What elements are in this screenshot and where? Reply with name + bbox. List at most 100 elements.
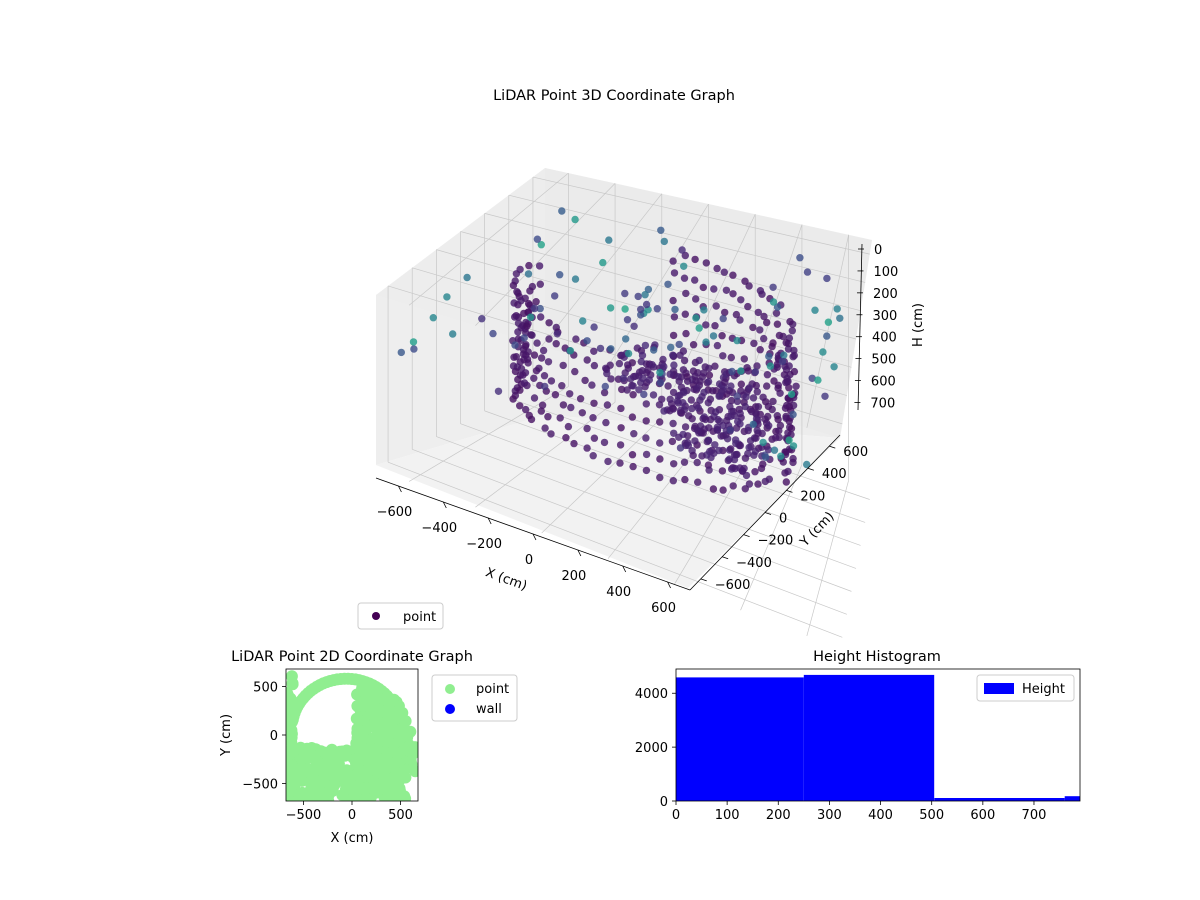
data-point-2d	[312, 757, 325, 770]
data-point-3d	[559, 401, 568, 409]
x-tick-label-3d: 200	[561, 569, 586, 584]
data-point-3d	[516, 386, 524, 394]
data-point-3d	[769, 283, 777, 291]
data-point-3d	[753, 426, 761, 435]
data-point-3d	[623, 316, 632, 324]
data-point-3d	[666, 395, 674, 403]
y-tick-label-3d: −400	[736, 556, 772, 571]
data-point-3d	[836, 314, 844, 322]
data-point-3d	[590, 434, 599, 442]
legend-3d-frame	[357, 602, 444, 630]
data-point-3d	[704, 399, 712, 407]
data-point-2d	[360, 770, 373, 783]
data-point-3d	[590, 323, 598, 331]
data-point-3d	[688, 415, 696, 423]
data-point-3d	[679, 347, 688, 355]
data-point-3d	[511, 341, 519, 349]
data-point-3d	[704, 377, 713, 386]
data-point-3d	[463, 273, 471, 282]
histogram-title: Height Histogram	[813, 649, 941, 665]
data-point-3d	[525, 261, 533, 270]
data-point-3d	[410, 345, 418, 353]
legend-3d-label: point	[403, 610, 436, 625]
data-point-3d	[537, 407, 545, 415]
data-point-3d	[732, 424, 741, 432]
data-point-3d	[429, 314, 437, 322]
data-point-3d	[677, 383, 686, 391]
data-point-3d	[680, 356, 689, 365]
data-point-3d	[596, 344, 605, 353]
data-point-3d	[814, 376, 822, 384]
data-point-3d	[539, 346, 548, 355]
data-point-3d	[833, 305, 841, 313]
data-point-3d	[780, 351, 788, 359]
data-point-3d	[765, 475, 773, 483]
data-point-3d	[731, 436, 740, 444]
data-point-3d	[583, 444, 591, 452]
data-point-3d	[637, 311, 645, 319]
y-tick-label-hist: 4000	[635, 687, 668, 702]
data-point-3d	[741, 454, 750, 462]
data-point-3d	[733, 336, 741, 345]
data-point-3d	[527, 415, 536, 424]
data-point-3d	[519, 371, 527, 379]
data-point-3d	[675, 433, 683, 441]
data-point-3d	[618, 385, 626, 394]
data-point-3d	[679, 366, 688, 374]
data-point-3d	[541, 382, 549, 391]
data-point-3d	[693, 426, 702, 434]
data-point-3d	[727, 382, 735, 390]
data-point-3d	[669, 257, 677, 265]
data-point-3d	[712, 302, 720, 310]
data-point-3d	[540, 372, 549, 380]
data-point-3d	[530, 351, 539, 359]
data-point-3d	[547, 430, 555, 438]
data-point-3d	[682, 289, 690, 298]
data-point-2d	[371, 732, 384, 745]
data-point-3d	[699, 283, 707, 292]
data-point-3d	[749, 420, 757, 428]
data-point-3d	[741, 277, 749, 285]
x-tick-label-2d: 500	[388, 808, 413, 823]
data-point-3d	[729, 271, 737, 279]
data-point-3d	[713, 341, 722, 350]
data-point-3d	[669, 351, 677, 359]
data-point-3d	[733, 397, 742, 406]
data-point-3d	[537, 241, 545, 249]
data-point-3d	[680, 274, 689, 282]
data-point-3d	[737, 367, 745, 375]
data-point-3d	[753, 388, 761, 396]
data-point-3d	[524, 348, 532, 356]
data-point-3d	[777, 452, 785, 460]
data-point-3d	[752, 434, 760, 442]
data-point-3d	[719, 486, 727, 494]
y-tick-label-2d: 0	[270, 729, 278, 744]
x-tick-label-hist: 500	[919, 808, 944, 823]
data-point-2d	[353, 734, 366, 747]
chart-3d-title: LiDAR Point 3D Coordinate Graph	[493, 88, 735, 104]
data-point-3d	[702, 338, 710, 346]
data-point-3d	[656, 455, 664, 463]
data-point-3d	[785, 436, 793, 444]
data-point-3d	[705, 364, 713, 372]
data-point-3d	[710, 285, 718, 293]
data-point-3d	[772, 309, 781, 317]
x-tick-label-hist: 700	[1022, 808, 1047, 823]
data-point-3d	[521, 342, 530, 350]
data-point-3d	[624, 361, 632, 369]
data-point-3d	[789, 410, 797, 419]
x-tick-label-3d: −200	[466, 537, 502, 552]
data-point-3d	[637, 305, 645, 314]
x-tick-label-hist: 200	[766, 808, 791, 823]
data-point-3d	[763, 318, 771, 327]
data-point-3d	[660, 407, 668, 415]
z-tick-label-3d: 600	[871, 375, 896, 390]
x-tick-label-hist: 100	[715, 808, 740, 823]
data-point-3d	[722, 416, 731, 425]
data-point-3d	[687, 396, 695, 404]
data-point-2d	[319, 769, 332, 782]
x-tick-label-hist: 600	[970, 808, 995, 823]
data-point-3d	[691, 276, 699, 284]
data-point-3d	[774, 351, 783, 360]
data-point-3d	[642, 417, 650, 425]
